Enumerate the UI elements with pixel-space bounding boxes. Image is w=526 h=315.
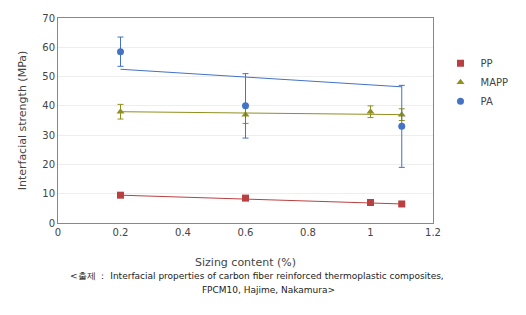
svg-text:0.2: 0.2 [113, 227, 129, 238]
svg-text:1.2: 1.2 [425, 227, 441, 238]
svg-text:<출제 ： Interfacial properties o: <출제 ： Interfacial properties of carbon f… [70, 271, 444, 281]
svg-text:1: 1 [367, 227, 373, 238]
svg-text:10: 10 [42, 188, 55, 199]
svg-text:50: 50 [42, 71, 55, 82]
svg-text:0.4: 0.4 [175, 227, 191, 238]
svg-text:FPCM10, Hajime, Nakamura>: FPCM10, Hajime, Nakamura> [179, 285, 335, 295]
svg-text:0: 0 [49, 218, 55, 229]
svg-text:MAPP: MAPP [481, 77, 509, 88]
svg-text:30: 30 [42, 130, 55, 141]
svg-text:PA: PA [481, 96, 493, 107]
svg-text:0.8: 0.8 [300, 227, 316, 238]
svg-text:PP: PP [481, 58, 493, 69]
svg-text:Sizing content (%): Sizing content (%) [195, 256, 296, 269]
svg-text:Interfacial strength (MPa): Interfacial strength (MPa) [16, 51, 29, 191]
svg-text:0.6: 0.6 [238, 227, 254, 238]
svg-text:60: 60 [42, 42, 55, 53]
svg-text:40: 40 [42, 100, 55, 111]
svg-text:70: 70 [42, 13, 55, 24]
svg-text:0: 0 [55, 227, 61, 238]
svg-text:20: 20 [42, 159, 55, 170]
